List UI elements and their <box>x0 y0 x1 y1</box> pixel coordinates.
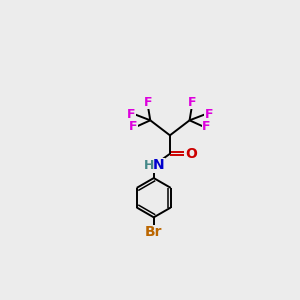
Text: F: F <box>188 96 196 109</box>
Text: Br: Br <box>145 225 163 239</box>
Text: N: N <box>153 158 165 172</box>
Text: F: F <box>202 120 211 133</box>
Text: H: H <box>143 159 154 172</box>
Text: O: O <box>185 147 197 161</box>
Text: F: F <box>129 120 138 133</box>
Text: F: F <box>127 108 135 121</box>
Text: F: F <box>144 96 152 109</box>
Text: F: F <box>205 108 213 121</box>
